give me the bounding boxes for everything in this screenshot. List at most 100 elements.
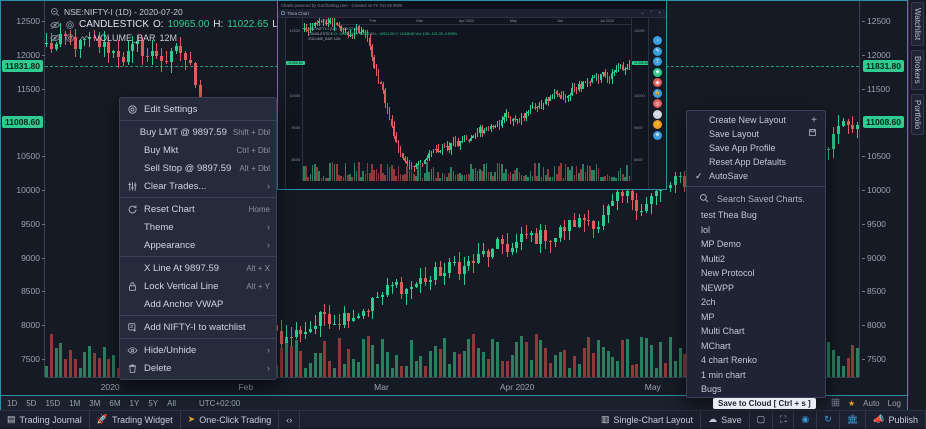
context-menu-item[interactable]: Appearance› (120, 236, 276, 254)
hide-eye-icon-volume[interactable] (49, 32, 60, 43)
timeframe-1Y[interactable]: 1Y (130, 399, 140, 408)
hide-eye-icon[interactable] (49, 19, 60, 30)
saved-chart-item[interactable]: NEWPP (687, 281, 825, 296)
timeframe-15D[interactable]: 15D (45, 399, 60, 408)
grid-icon[interactable] (831, 398, 840, 409)
bottom-item-bank-icon[interactable]: 🏛 (840, 411, 866, 429)
bottom-item-trading-journal[interactable]: ▤Trading Journal (0, 411, 90, 429)
floating-price-axis-left[interactable]: 1200011000100009000800011008.60 (286, 18, 303, 181)
bottom-item-code-icon[interactable]: ‹› (279, 411, 300, 429)
sidebar-tab-watchlist[interactable]: Watchlist (911, 2, 924, 46)
bottom-item-camera-icon[interactable]: ◉ (794, 411, 817, 429)
bottom-item-square-icon[interactable]: ▢ (750, 411, 774, 429)
floating-chart-window[interactable]: Charts powered by GoCharting.com - Creat… (277, 0, 667, 190)
price-tag-left[interactable]: 11831.80 (2, 60, 43, 72)
right-sidebar[interactable]: Watchlist Brokers Portfolio (908, 0, 926, 396)
bottom-left-items[interactable]: ▤Trading Journal🚀Trading Widget➤One-Clic… (0, 411, 300, 429)
bottom-item-fullscreen-icon[interactable]: ⛶ (773, 411, 794, 429)
price-tag-right[interactable]: 11831.80 (863, 60, 904, 72)
timeframe-1D[interactable]: 1D (7, 399, 17, 408)
context-menu-item[interactable]: Add Anchor VWAP (120, 295, 276, 313)
timeframe-1M[interactable]: 1M (69, 399, 80, 408)
timeframe-5D[interactable]: 5D (26, 399, 36, 408)
alert-icon[interactable]: ! (653, 120, 662, 129)
timeframe-5Y[interactable]: 5Y (148, 399, 158, 408)
timeframe-All[interactable]: All (167, 399, 176, 408)
text-icon[interactable]: T (653, 57, 662, 66)
lock-icon[interactable]: 🔒 (653, 89, 662, 98)
saved-chart-item[interactable]: 1 min chart (687, 368, 825, 383)
floating-price-axis-right[interactable]: 1200011000100009000800011008.60 (631, 18, 648, 181)
price-tag-left[interactable]: 11008.60 (2, 116, 43, 128)
context-menu-item[interactable]: Add NIFTY-I to watchlist (120, 318, 276, 336)
saved-chart-item[interactable]: test Thea Bug (687, 208, 825, 223)
settings-gear-icon-volume[interactable] (64, 32, 75, 43)
pencil-icon[interactable]: ✎ (653, 47, 662, 56)
saved-chart-item[interactable]: MP (687, 310, 825, 325)
bottom-item-refresh-icon[interactable]: ↻ (817, 411, 840, 429)
bottom-status-bar[interactable]: ▤Trading Journal🚀Trading Widget➤One-Clic… (0, 410, 926, 428)
saved-chart-item[interactable]: Bugs (687, 382, 825, 397)
timeframe-3M[interactable]: 3M (89, 399, 100, 408)
measure-icon[interactable]: ◔ (653, 36, 662, 45)
floating-right-toolbar[interactable]: ◔ ✎T ◆◉ 🔒◎ ▭! ⊕ (648, 18, 666, 189)
timezone-label[interactable]: UTC+02:00 (199, 399, 240, 408)
saved-chart-item[interactable]: MChart (687, 339, 825, 354)
star-icon[interactable]: ★ (848, 399, 855, 408)
sidebar-tab-brokers[interactable]: Brokers (911, 50, 924, 90)
timeframe-6M[interactable]: 6M (109, 399, 120, 408)
bottom-item-single-chart-layout[interactable]: ▥Single-Chart Layout (594, 411, 701, 429)
saved-chart-item[interactable]: Multi Chart (687, 324, 825, 339)
settings-gear-icon[interactable] (64, 19, 75, 30)
trash-icon[interactable]: ▭ (653, 110, 662, 119)
floating-chart-tab[interactable]: Thea Chart ⌄ ⌃ × (278, 9, 666, 18)
floating-price-tag[interactable]: 11008.60 (286, 61, 305, 65)
saved-chart-item[interactable]: Multi2 (687, 252, 825, 267)
timeframe-ranges[interactable]: 1D 5D 15D 1M 3M 6M 1Y 5Y All (7, 399, 176, 408)
sidebar-tab-portfolio[interactable]: Portfolio (911, 94, 924, 135)
eye-icon[interactable]: ◎ (653, 99, 662, 108)
context-menu-item[interactable]: Clear Trades...› (120, 177, 276, 195)
bottom-item-publish[interactable]: 📣Publish (866, 411, 926, 429)
search-zoom-icon[interactable] (49, 6, 60, 17)
saved-chart-item[interactable]: MP Demo (687, 237, 825, 252)
timeframe-right-controls[interactable]: ★ Auto Log (831, 398, 901, 409)
timeframe-auto-button[interactable]: Auto (863, 399, 879, 408)
search-saved-charts[interactable]: Search Saved Charts. (687, 190, 825, 208)
context-menu-item[interactable]: Hide/Unhide› (120, 341, 276, 359)
globe-icon[interactable]: ⊕ (653, 131, 662, 140)
magnet-icon[interactable]: ◉ (653, 78, 662, 87)
floating-chart-body[interactable]: 1200011000100009000800011008.60 2020FebM… (278, 18, 666, 189)
floating-left-toolbar[interactable] (278, 18, 286, 189)
layout-menu-item[interactable]: Save App Profile (687, 141, 825, 155)
saved-chart-item[interactable]: lol (687, 223, 825, 238)
window-controls[interactable]: ⌄ ⌃ × (641, 10, 663, 16)
saved-chart-item[interactable]: 4 chart Renko (687, 353, 825, 368)
bottom-item-trading-widget[interactable]: 🚀Trading Widget (90, 411, 181, 429)
context-menu-item[interactable]: Theme› (120, 218, 276, 236)
layout-menu-item[interactable]: Reset App Defaults (687, 155, 825, 169)
saved-chart-item[interactable]: 2ch (687, 295, 825, 310)
context-menu-item[interactable]: Edit Settings (120, 100, 276, 118)
price-tag-right[interactable]: 11008.60 (863, 116, 904, 128)
layout-menu-item[interactable]: ✓AutoSave (687, 169, 825, 183)
layout-menu-item[interactable]: Save Layout (687, 127, 825, 141)
bottom-item-save[interactable]: ☁Save (701, 411, 750, 429)
floating-plot-area[interactable] (303, 18, 631, 181)
timeframe-log-button[interactable]: Log (888, 399, 901, 408)
saved-chart-item[interactable]: New Protocol (687, 266, 825, 281)
context-menu-item[interactable]: Delete› (120, 359, 276, 377)
bottom-right-items[interactable]: ▥Single-Chart Layout☁Save▢⛶◉↻🏛📣Publish (594, 411, 926, 429)
layout-menu-item[interactable]: Create New Layout+ (687, 113, 825, 127)
shapes-icon[interactable]: ◆ (653, 68, 662, 77)
